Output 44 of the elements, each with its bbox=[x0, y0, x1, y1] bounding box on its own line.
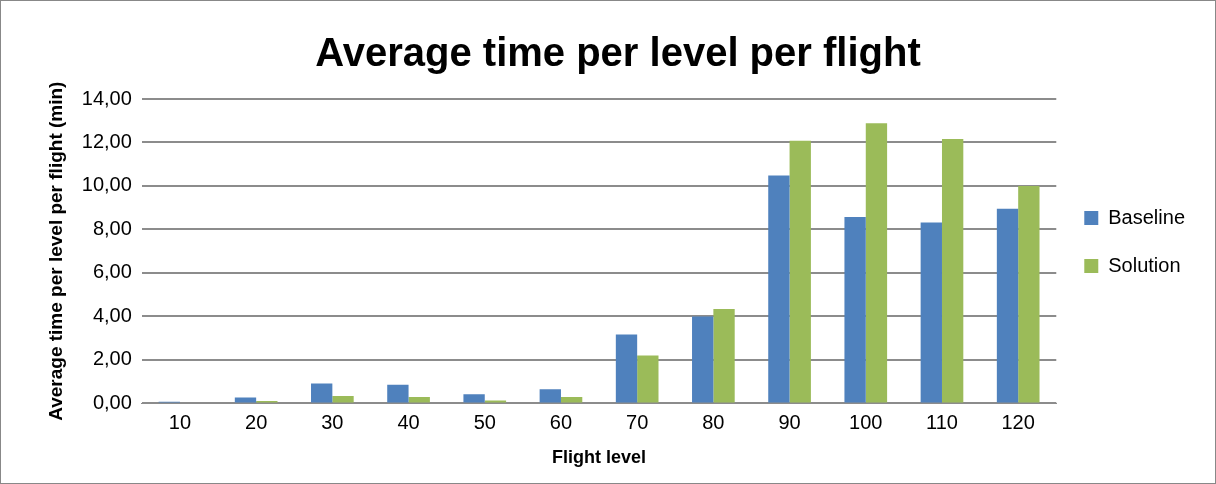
bar bbox=[463, 394, 485, 403]
bar bbox=[332, 396, 354, 403]
bar bbox=[560, 397, 583, 403]
legend-label: Solution bbox=[1108, 253, 1181, 276]
x-tick-label: 10 bbox=[168, 410, 192, 433]
bar bbox=[941, 139, 964, 403]
bar bbox=[615, 334, 638, 403]
bar bbox=[539, 389, 561, 403]
x-tick-label: 80 bbox=[702, 410, 725, 433]
x-tick-label: 90 bbox=[778, 410, 801, 433]
x-tick-label: 30 bbox=[321, 410, 344, 433]
x-tick-label: 40 bbox=[397, 410, 420, 433]
bar bbox=[387, 384, 409, 403]
bar bbox=[789, 140, 811, 403]
y-tick-label: 0,00 bbox=[92, 390, 132, 413]
bar bbox=[713, 309, 735, 403]
bar bbox=[1018, 185, 1040, 403]
x-tick-label: 100 bbox=[849, 410, 883, 433]
x-tick-label: 50 bbox=[473, 410, 496, 433]
legend-label: Baseline bbox=[1108, 205, 1185, 228]
bar bbox=[692, 316, 714, 403]
y-axis-title: Average time per level per flight (min) bbox=[44, 81, 66, 421]
bar bbox=[996, 208, 1019, 403]
bar bbox=[920, 222, 942, 403]
bar bbox=[311, 383, 333, 403]
y-tick-label: 10,00 bbox=[81, 173, 132, 196]
bar bbox=[865, 123, 888, 403]
x-tick-label: 120 bbox=[1001, 410, 1035, 433]
y-tick-label: 6,00 bbox=[92, 260, 132, 283]
bar bbox=[637, 355, 659, 403]
y-tick-label: 12,00 bbox=[81, 130, 132, 152]
y-tick-label: 2,00 bbox=[92, 347, 132, 370]
x-axis-title: Flight level bbox=[552, 447, 647, 468]
bar bbox=[844, 217, 866, 403]
y-tick-label: 14,00 bbox=[81, 86, 132, 109]
x-tick-label: 70 bbox=[626, 410, 649, 433]
bar bbox=[768, 175, 790, 403]
y-tick-label: 4,00 bbox=[92, 303, 132, 326]
y-tick-label: 8,00 bbox=[92, 216, 132, 239]
x-tick-label: 110 bbox=[926, 410, 958, 433]
bar bbox=[408, 397, 430, 403]
x-tick-label: 60 bbox=[549, 410, 573, 433]
x-tick-label: 20 bbox=[245, 410, 268, 433]
chart-title: Average time per level per flight bbox=[315, 30, 921, 75]
